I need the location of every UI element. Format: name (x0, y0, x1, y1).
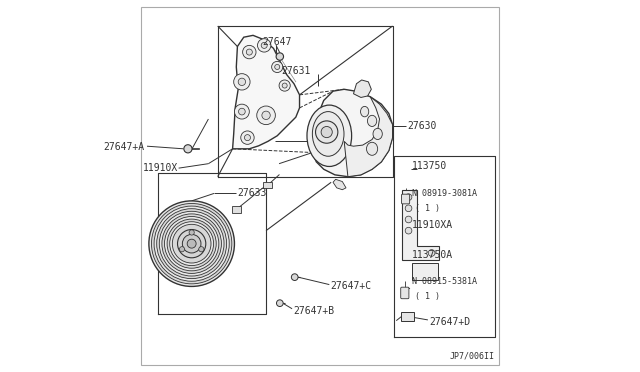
Text: 11910X: 11910X (143, 163, 179, 173)
Circle shape (428, 250, 435, 256)
Ellipse shape (367, 142, 378, 155)
Ellipse shape (307, 105, 351, 167)
Text: 11910XA: 11910XA (412, 220, 453, 230)
Circle shape (170, 222, 214, 266)
Circle shape (275, 64, 280, 70)
Circle shape (199, 247, 204, 252)
Text: 27647: 27647 (262, 37, 292, 46)
Circle shape (405, 205, 412, 212)
Text: 27633: 27633 (237, 189, 267, 198)
Circle shape (157, 209, 227, 279)
FancyBboxPatch shape (401, 312, 413, 321)
FancyBboxPatch shape (401, 287, 409, 299)
Ellipse shape (360, 106, 369, 117)
Circle shape (316, 121, 338, 143)
Circle shape (234, 74, 250, 90)
Text: 113750: 113750 (412, 161, 447, 170)
Circle shape (257, 106, 275, 125)
Circle shape (164, 217, 219, 271)
Circle shape (152, 203, 232, 284)
Text: 27647+B: 27647+B (293, 306, 334, 315)
Circle shape (159, 211, 224, 276)
Text: 27630: 27630 (408, 122, 436, 131)
Circle shape (405, 216, 412, 223)
Circle shape (276, 300, 283, 307)
Circle shape (279, 80, 290, 91)
Polygon shape (333, 179, 346, 190)
Circle shape (187, 239, 196, 248)
Circle shape (243, 45, 256, 59)
Circle shape (149, 201, 234, 286)
Circle shape (167, 219, 216, 268)
Polygon shape (312, 89, 392, 177)
Text: ( 1 ): ( 1 ) (415, 204, 440, 213)
Circle shape (239, 108, 245, 115)
FancyBboxPatch shape (412, 263, 438, 280)
FancyBboxPatch shape (232, 206, 241, 213)
Text: 27647+C: 27647+C (330, 281, 372, 291)
Polygon shape (353, 80, 371, 97)
Ellipse shape (367, 115, 377, 126)
Text: ( 1 ): ( 1 ) (415, 292, 440, 301)
Text: JP7/006II: JP7/006II (450, 352, 495, 361)
Circle shape (234, 104, 250, 119)
Circle shape (261, 42, 268, 48)
Circle shape (282, 83, 287, 88)
Circle shape (172, 224, 211, 263)
Text: N 08915-5381A: N 08915-5381A (412, 278, 477, 286)
Circle shape (241, 131, 254, 144)
Circle shape (321, 126, 332, 138)
FancyBboxPatch shape (401, 194, 410, 204)
Circle shape (246, 49, 252, 55)
FancyBboxPatch shape (264, 182, 273, 188)
Circle shape (154, 206, 229, 281)
Text: 27631: 27631 (281, 67, 310, 76)
Circle shape (179, 247, 184, 252)
Circle shape (184, 145, 192, 153)
Circle shape (177, 230, 206, 258)
Circle shape (244, 135, 250, 141)
Circle shape (271, 61, 283, 73)
Circle shape (405, 227, 412, 234)
Text: 27647+D: 27647+D (429, 317, 470, 327)
Text: N 08919-3081A: N 08919-3081A (412, 189, 477, 198)
Circle shape (276, 53, 284, 60)
Circle shape (291, 274, 298, 280)
Ellipse shape (312, 112, 344, 156)
Ellipse shape (373, 128, 382, 140)
Text: 27647+A: 27647+A (103, 142, 145, 151)
Polygon shape (232, 35, 300, 149)
Circle shape (405, 194, 412, 201)
Text: 113750A: 113750A (412, 250, 453, 260)
Polygon shape (344, 97, 392, 177)
Circle shape (189, 230, 195, 235)
Polygon shape (402, 190, 439, 260)
Circle shape (182, 234, 201, 253)
Circle shape (162, 214, 221, 273)
Circle shape (257, 39, 271, 52)
Circle shape (262, 111, 270, 119)
Circle shape (238, 78, 246, 86)
